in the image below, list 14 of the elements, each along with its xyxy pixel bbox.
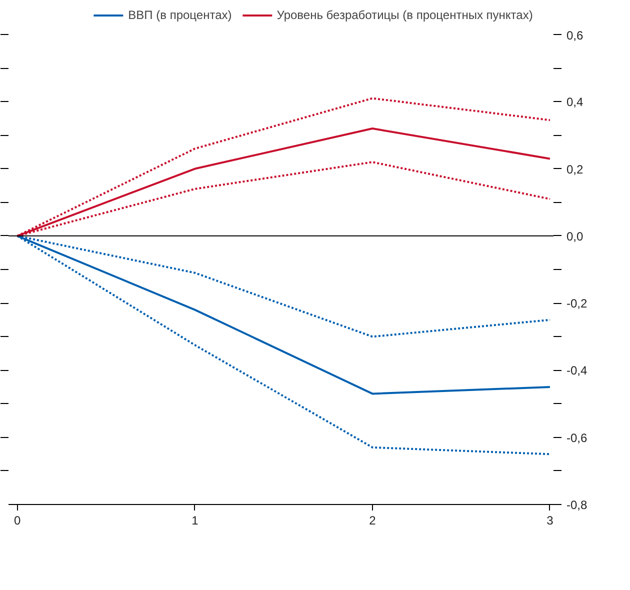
y-tick-label: 0,2: [566, 162, 584, 176]
x-tick-label: 0: [14, 514, 22, 528]
x-tick-label: 3: [546, 514, 554, 528]
y-tick-label: -0,4: [566, 364, 588, 378]
y-tick-label: 0,0: [566, 229, 584, 244]
x-tick-label: 2: [369, 514, 376, 528]
y-tick-label: 0,4: [566, 95, 584, 110]
legend-label: Уровень безработицы (в процентных пунктах): [276, 8, 533, 22]
y-tick-label: 0,6: [566, 28, 584, 42]
y-tick-label: -0,8: [566, 498, 588, 512]
y-tick-label: -0,2: [566, 296, 588, 311]
x-tick-label: 1: [192, 514, 199, 528]
legend-label: ВВП (в процентах): [128, 8, 232, 22]
y-tick-label: -0,6: [566, 430, 588, 445]
